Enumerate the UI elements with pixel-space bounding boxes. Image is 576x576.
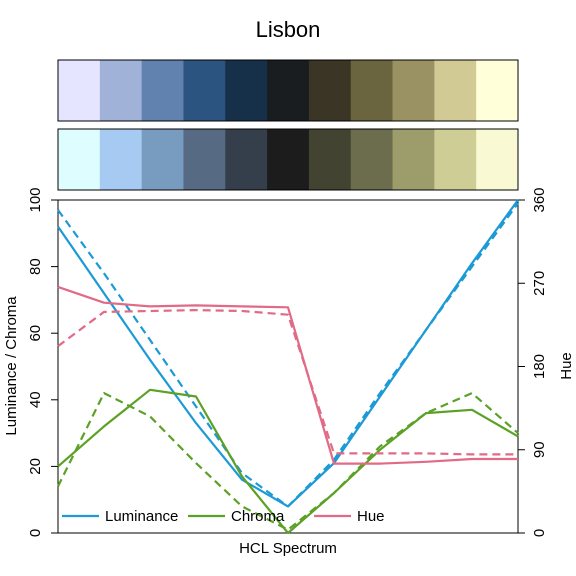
- left-tick-label: 20: [27, 458, 44, 475]
- swatch-top-11: [476, 60, 519, 121]
- legend-label-hue: Hue: [357, 508, 385, 525]
- legend: Luminance Chroma Hue: [62, 508, 385, 525]
- swatch-top-6: [267, 60, 310, 121]
- swatch-strip-bottom-frame: [57, 128, 519, 191]
- right-y-axis: 0 90 180 270 360: [518, 187, 548, 537]
- swatch-bottom-8: [350, 129, 393, 190]
- left-tick-label: 80: [27, 258, 44, 275]
- left-tick-label: 40: [27, 391, 44, 408]
- left-tick-label: 0: [27, 529, 44, 537]
- right-y-axis-label: Hue: [558, 352, 575, 380]
- x-axis-label: HCL Spectrum: [239, 540, 337, 557]
- chart-title: Lisbon: [256, 17, 321, 42]
- swatch-top-8: [350, 60, 393, 121]
- swatch-top-5: [225, 60, 268, 121]
- swatch-top-4: [183, 60, 226, 121]
- swatch-bottom-10: [434, 129, 477, 190]
- swatch-bottom-11: [476, 129, 519, 190]
- swatch-top-1: [58, 60, 101, 121]
- swatch-bottom-4: [183, 129, 226, 190]
- right-tick-label: 360: [531, 187, 548, 212]
- swatch-top-7: [308, 60, 352, 121]
- swatch-bottom-3: [141, 129, 184, 190]
- luminance-dashed-line: [57, 202, 519, 508]
- swatch-bottom-6: [267, 129, 310, 190]
- right-tick-label: 180: [531, 354, 548, 379]
- right-tick-label: 0: [531, 529, 548, 537]
- swatch-top-3: [141, 60, 184, 121]
- left-y-axis-label: Luminance / Chroma: [3, 296, 20, 436]
- left-y-axis: 0 20 40 60 80 100: [27, 187, 58, 537]
- plot-frame: [57, 199, 519, 534]
- chroma-dashed-line: [57, 392, 519, 531]
- hue-solid-line: [57, 285, 518, 465]
- swatch-top-10: [434, 60, 477, 121]
- right-tick-label: 90: [531, 441, 548, 458]
- legend-label-chroma: Chroma: [231, 508, 285, 525]
- hue-dashed-line: [57, 309, 518, 456]
- left-tick-label: 60: [27, 325, 44, 342]
- swatch-bottom-5: [225, 129, 268, 190]
- swatch-bottom-7: [308, 129, 352, 190]
- swatch-top-2: [99, 60, 143, 121]
- left-tick-label: 100: [27, 187, 44, 212]
- series-layer: [57, 199, 519, 535]
- swatch-bottom-9: [392, 129, 435, 190]
- swatch-strip-bottom: [58, 129, 519, 190]
- swatch-top-9: [392, 60, 435, 121]
- chroma-solid-line: [57, 388, 519, 535]
- right-tick-label: 270: [531, 271, 548, 296]
- legend-label-luminance: Luminance: [105, 508, 178, 525]
- swatch-strip-top: [58, 60, 519, 121]
- swatch-strip-top-frame: [57, 59, 519, 122]
- swatch-bottom-2: [99, 129, 143, 190]
- swatch-bottom-1: [58, 129, 101, 190]
